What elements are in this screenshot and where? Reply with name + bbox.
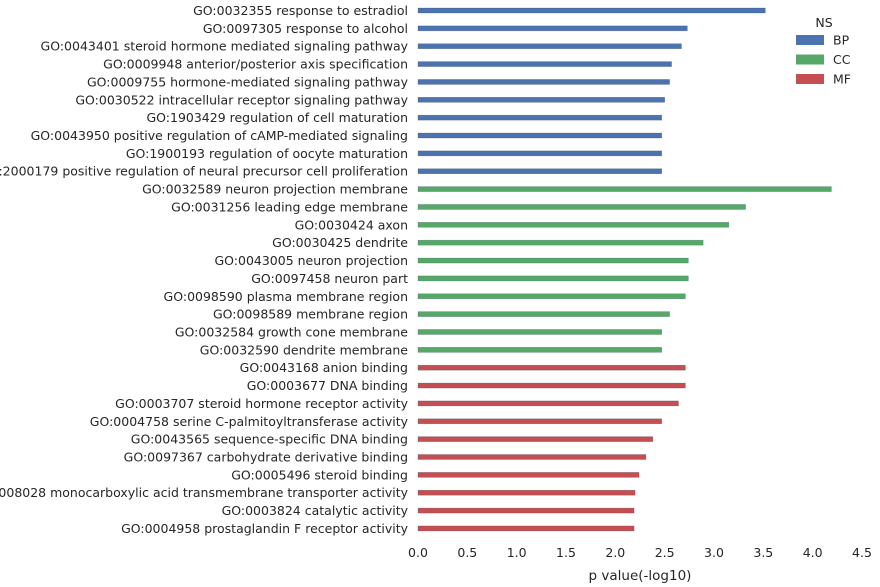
bar-bp bbox=[417, 79, 670, 85]
bar-bp bbox=[417, 43, 682, 50]
bar-mf bbox=[417, 489, 636, 496]
bar-mf bbox=[417, 418, 663, 425]
category-label: GO:0030424 axon bbox=[295, 217, 408, 232]
category-label: GO:0043005 neuron projection bbox=[214, 253, 408, 268]
x-tick-label: 1.0 bbox=[507, 545, 527, 560]
category-label: GO:0008028 monocarboxylic acid transmemb… bbox=[0, 485, 409, 500]
bar-cc bbox=[417, 186, 832, 192]
category-label: GO:0009755 hormone-mediated signaling pa… bbox=[87, 74, 409, 89]
legend-label-bp: BP bbox=[833, 33, 850, 48]
bar-mf bbox=[417, 400, 679, 407]
x-tick-label: 1.5 bbox=[556, 545, 576, 560]
legend: NS BP CC MF bbox=[796, 15, 851, 87]
x-tick-label: 2.0 bbox=[605, 545, 625, 560]
x-tick-label: 3.0 bbox=[704, 545, 724, 560]
bar-mf bbox=[417, 454, 647, 460]
category-label: GO:0043401 steroid hormone mediated sign… bbox=[41, 39, 409, 54]
category-label: GO:0097458 neuron part bbox=[251, 271, 408, 286]
category-label: GO:0043950 positive regulation of cAMP-m… bbox=[31, 128, 408, 143]
bar-cc bbox=[417, 293, 686, 300]
bar-mf bbox=[417, 525, 635, 532]
legend-label-mf: MF bbox=[833, 72, 851, 87]
category-label: GO:0098590 plasma membrane region bbox=[164, 289, 408, 304]
x-axis-title: p value(-log10) bbox=[589, 568, 692, 584]
category-label: GO:0003824 catalytic activity bbox=[222, 503, 409, 518]
category-label: GO:0009948 anterior/posterior axis speci… bbox=[103, 57, 408, 72]
legend-entries: BP CC MF bbox=[796, 33, 851, 87]
bar-cc bbox=[417, 204, 746, 210]
bar-bp bbox=[417, 114, 663, 121]
category-label: GO:0043565 sequence-specific DNA binding bbox=[131, 432, 408, 447]
category-label: GO:0030522 intracellular receptor signal… bbox=[75, 92, 408, 107]
bar-bp bbox=[417, 7, 766, 14]
legend-swatch-mf bbox=[796, 74, 824, 84]
legend-label-cc: CC bbox=[833, 52, 851, 67]
category-label: GO:0032584 growth cone membrane bbox=[175, 324, 408, 339]
bar-mf bbox=[417, 364, 686, 371]
category-label: GO:1900193 regulation of oocyte maturati… bbox=[126, 146, 408, 161]
category-label: GO:0003677 DNA binding bbox=[247, 378, 408, 393]
x-tick-label: 2.5 bbox=[655, 545, 675, 560]
x-tick-label: 3.5 bbox=[753, 545, 773, 560]
x-tick-label: 4.5 bbox=[852, 545, 872, 560]
bar-bp bbox=[417, 97, 665, 103]
category-label: GO:0097305 response to alcohol bbox=[203, 21, 408, 36]
legend-swatch-bp bbox=[796, 35, 824, 45]
category-label: GO:0031256 leading edge membrane bbox=[171, 199, 408, 214]
bar-mf bbox=[417, 507, 635, 514]
category-label: GO:0032355 response to estradiol bbox=[193, 3, 408, 18]
bar-cc bbox=[417, 347, 663, 353]
bar-cc bbox=[417, 257, 689, 264]
category-label: GO:0043168 anion binding bbox=[240, 360, 408, 375]
category-label: GO:0032590 dendrite membrane bbox=[200, 342, 409, 357]
category-label: GO:0098589 membrane region bbox=[213, 307, 408, 322]
category-label: GO:0030425 dendrite bbox=[272, 235, 408, 250]
bar-bp bbox=[417, 132, 663, 139]
bar-cc bbox=[417, 329, 663, 335]
bar-bp bbox=[417, 150, 663, 157]
bar-bp bbox=[417, 168, 663, 175]
category-label: GO:0004958 prostaglandin F receptor acti… bbox=[121, 521, 409, 536]
category-label: GO:0005496 steroid binding bbox=[231, 467, 408, 482]
category-label: GO:0003707 steroid hormone receptor acti… bbox=[115, 396, 408, 411]
category-label: GO:0004758 serine C-palmitoyltransferase… bbox=[90, 414, 409, 429]
x-axis: 0.0 0.5 1.0 1.5 2.0 2.5 3.0 3.5 4.0 4.5 bbox=[408, 545, 872, 560]
bar-bp bbox=[417, 25, 688, 32]
x-tick-label: 0.5 bbox=[457, 545, 477, 560]
legend-swatch-cc bbox=[796, 54, 824, 65]
bar-bp bbox=[417, 61, 672, 67]
bar-mf bbox=[417, 472, 640, 478]
x-tick-label: 0.0 bbox=[408, 545, 428, 560]
bars-layer bbox=[417, 7, 832, 532]
category-label: GO:2000179 positive regulation of neural… bbox=[0, 164, 408, 179]
bar-cc bbox=[417, 275, 689, 282]
category-label: GO:1903429 regulation of cell maturation bbox=[146, 110, 408, 125]
bar-cc bbox=[417, 222, 730, 228]
bar-cc bbox=[417, 311, 670, 317]
category-labels: GO:0032355 response to estradiol GO:00973… bbox=[0, 3, 409, 536]
bar-cc bbox=[417, 239, 704, 246]
category-label: GO:0032589 neuron projection membrane bbox=[142, 182, 408, 197]
x-tick-label: 4.0 bbox=[803, 545, 823, 560]
category-label: GO:0097367 carbohydrate derivative bindi… bbox=[124, 450, 408, 465]
bar-mf bbox=[417, 382, 686, 389]
bar-mf bbox=[417, 436, 654, 442]
legend-title: NS bbox=[815, 15, 832, 30]
